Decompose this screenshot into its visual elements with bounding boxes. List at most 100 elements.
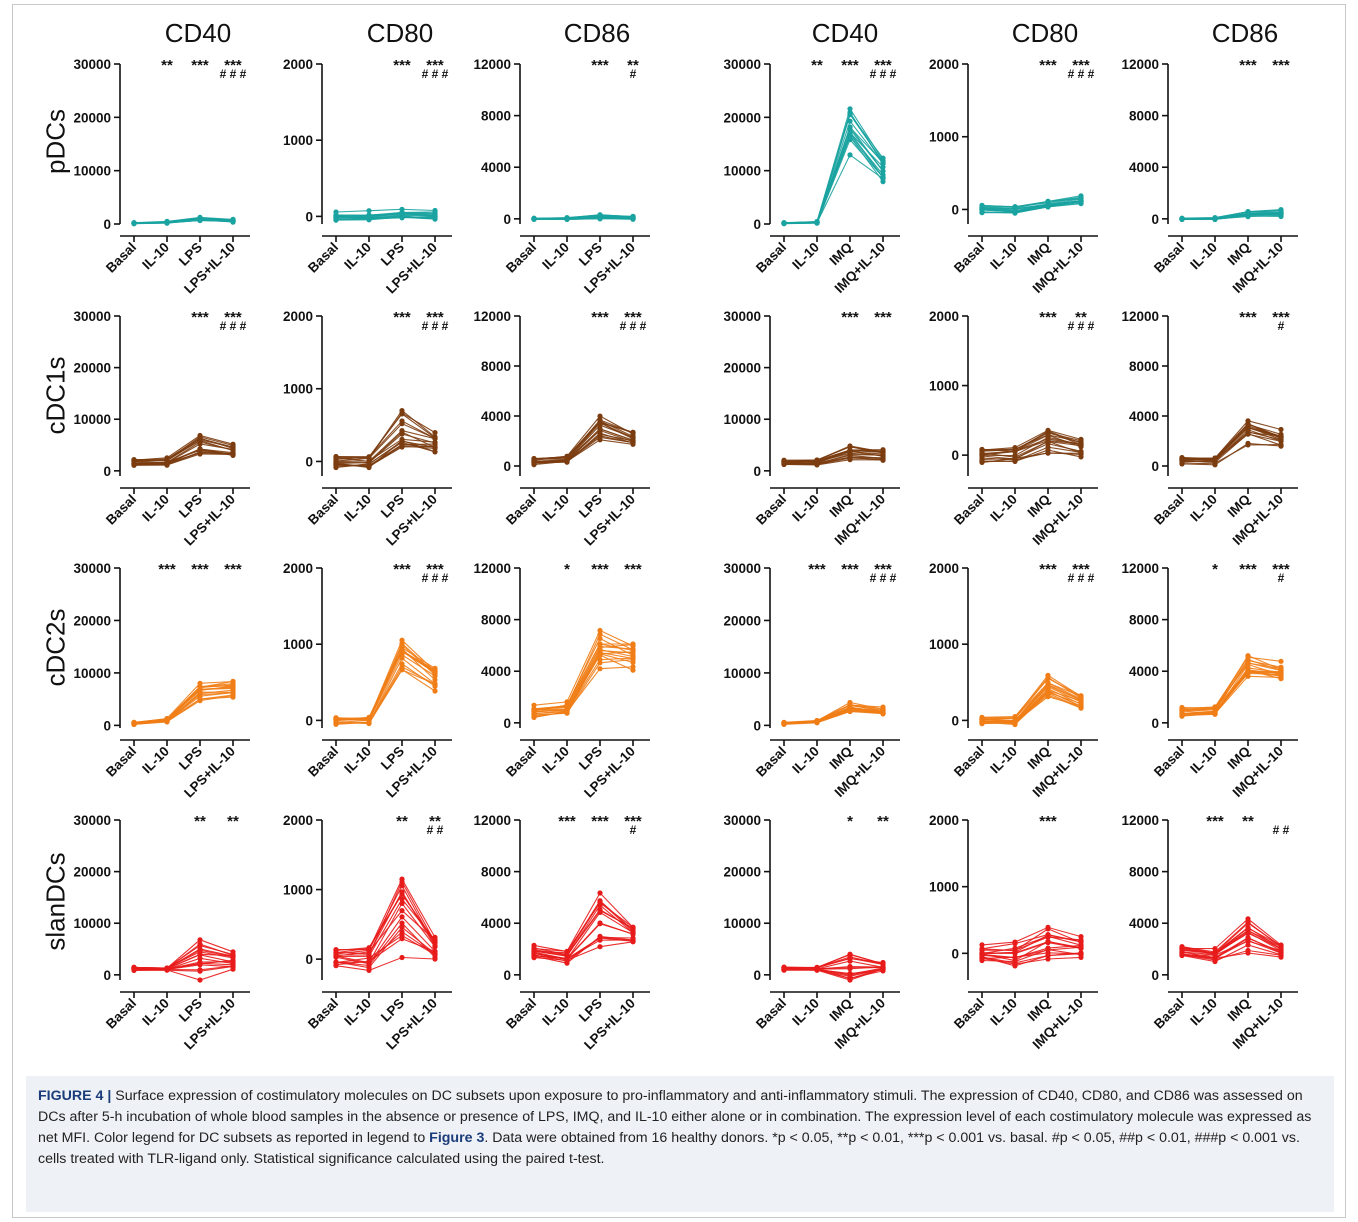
data-point <box>979 207 985 213</box>
y-tick-label: 0 <box>103 217 111 232</box>
data-point <box>164 966 170 972</box>
caption-text: Surface expression of costimulatory mole… <box>38 1088 1312 1146</box>
significance-star: *** <box>224 57 242 74</box>
donor-line <box>783 706 884 724</box>
data-point <box>1045 450 1051 456</box>
caption-figure-ref[interactable]: Figure 3 <box>429 1130 485 1146</box>
donor-line <box>533 923 634 960</box>
donor-line <box>981 928 1082 952</box>
data-point <box>880 964 886 970</box>
x-tick-label: Basal <box>503 744 539 780</box>
y-tick-label: 0 <box>305 713 313 728</box>
significance-star: *** <box>1072 57 1090 74</box>
data-point <box>230 949 236 955</box>
data-point <box>880 452 886 458</box>
significance-star: *** <box>591 561 609 578</box>
donor-line <box>133 448 234 465</box>
significance-hash: # # # <box>1068 571 1095 585</box>
x-tick-label: Basal <box>305 996 341 1032</box>
data-point <box>847 447 853 453</box>
y-tick-label: 0 <box>305 952 313 967</box>
data-point <box>432 956 438 962</box>
y-tick-label: 8000 <box>1129 109 1159 124</box>
donor-line <box>533 215 634 219</box>
data-point <box>531 711 537 717</box>
x-tick-label: IL-10 <box>1187 492 1220 525</box>
data-point <box>230 957 236 963</box>
data-point <box>1078 944 1084 950</box>
y-tick-label: 30000 <box>723 813 761 828</box>
donor-line <box>533 422 634 460</box>
data-point <box>847 966 853 972</box>
x-tick-label: Basal <box>951 492 987 528</box>
donor-line <box>335 893 436 954</box>
y-tick-label: 10000 <box>723 164 761 179</box>
data-point <box>197 937 203 943</box>
x-tick-label: LPS <box>576 996 605 1025</box>
x-tick-label: IMQ <box>1224 744 1253 773</box>
significance-star: *** <box>841 57 859 74</box>
data-point <box>1245 935 1251 941</box>
data-point <box>164 459 170 465</box>
significance-star: *** <box>841 561 859 578</box>
data-point <box>197 941 203 947</box>
data-point <box>1045 947 1051 953</box>
donor-line <box>133 441 234 463</box>
data-point <box>131 220 137 226</box>
data-point <box>1045 436 1051 442</box>
x-tick-label: IL-10 <box>539 492 572 525</box>
data-point <box>564 216 570 222</box>
x-tick-label: Basal <box>305 744 341 780</box>
significance-star: *** <box>558 813 576 830</box>
data-point <box>432 677 438 683</box>
data-point <box>366 217 372 223</box>
significance-hash: # <box>630 67 637 81</box>
donor-line <box>335 902 436 964</box>
significance-hash: # # # <box>422 319 449 333</box>
data-point <box>1278 658 1284 664</box>
data-point <box>597 935 603 941</box>
donor-line <box>335 639 436 720</box>
data-point <box>880 168 886 174</box>
donor-line <box>783 968 884 980</box>
significance-hash: # # # <box>422 67 449 81</box>
donor-line <box>981 440 1082 460</box>
data-point <box>597 216 603 222</box>
donor-line <box>335 654 436 722</box>
donor-line <box>533 436 634 464</box>
x-tick-label: LPS <box>576 492 605 521</box>
y-tick-label: 30000 <box>73 561 111 576</box>
significance-star: *** <box>224 309 242 326</box>
significance-star: *** <box>1239 309 1257 326</box>
data-point <box>1179 456 1185 462</box>
x-tick-label: IL-10 <box>789 240 822 273</box>
donor-line <box>335 439 436 469</box>
donor-line <box>981 196 1082 208</box>
data-point <box>333 217 339 223</box>
data-point <box>847 133 853 139</box>
data-point <box>564 708 570 714</box>
data-point <box>1212 457 1218 463</box>
data-point <box>1278 952 1284 958</box>
significance-star: ** <box>161 57 173 74</box>
y-tick-label: 8000 <box>1129 359 1159 374</box>
data-point <box>230 690 236 696</box>
x-tick-label: Basal <box>103 240 139 276</box>
y-tick-label: 20000 <box>723 110 761 125</box>
y-tick-label: 0 <box>1151 968 1159 983</box>
donor-line <box>335 409 436 459</box>
data-point <box>531 702 537 708</box>
significance-star: ** <box>227 813 239 830</box>
data-point <box>399 932 405 939</box>
donor-line <box>335 438 436 463</box>
y-tick-label: 10000 <box>73 916 111 931</box>
data-point <box>399 914 405 920</box>
x-tick-label: IL-10 <box>789 492 822 525</box>
donor-line <box>133 439 234 462</box>
x-tick-label: IL-10 <box>139 240 172 273</box>
donor-line <box>133 694 234 725</box>
donor-line <box>133 219 234 225</box>
data-point <box>1012 950 1018 957</box>
